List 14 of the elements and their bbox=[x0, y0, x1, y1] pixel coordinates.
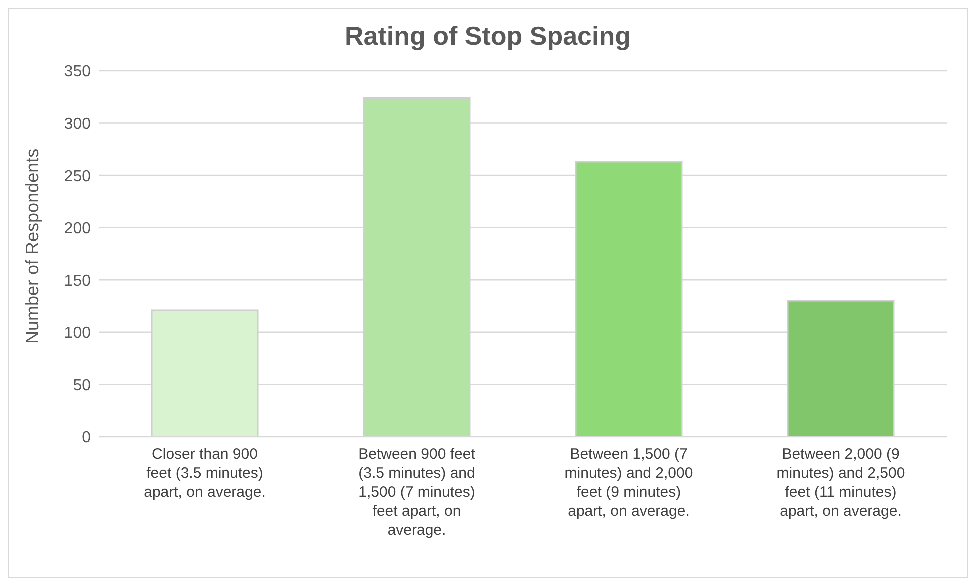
y-tick-label: 100 bbox=[64, 325, 92, 342]
y-tick-label: 200 bbox=[64, 220, 92, 238]
y-tick-label: 300 bbox=[64, 116, 92, 133]
y-tick-label: 350 bbox=[64, 64, 92, 81]
y-axis-title: Number of Respondents bbox=[22, 148, 42, 344]
x-tick-label: Between 1,500 (7 minutes) and 2,000 feet (9 minutes) apart, on average. bbox=[564, 446, 694, 520]
y-tick-label: 250 bbox=[64, 168, 92, 186]
chart-title: Rating of Stop Spacing bbox=[344, 20, 632, 53]
y-tick-label: 150 bbox=[64, 272, 92, 290]
y-tick-label: 0 bbox=[82, 430, 92, 447]
x-tick-label: Closer than 900 feet (3.5 minutes) apart, on average. bbox=[144, 446, 266, 501]
x-tick-label: Between 900 feet (3.5 minutes) and 1,500 (7 minutes) feet apart, on average. bbox=[358, 446, 476, 539]
x-tick-label: Between 2,000 (9 minutes) and 2,500 feet (11 minutes) apart, on average. bbox=[776, 446, 906, 520]
y-tick-label: 50 bbox=[73, 377, 92, 394]
